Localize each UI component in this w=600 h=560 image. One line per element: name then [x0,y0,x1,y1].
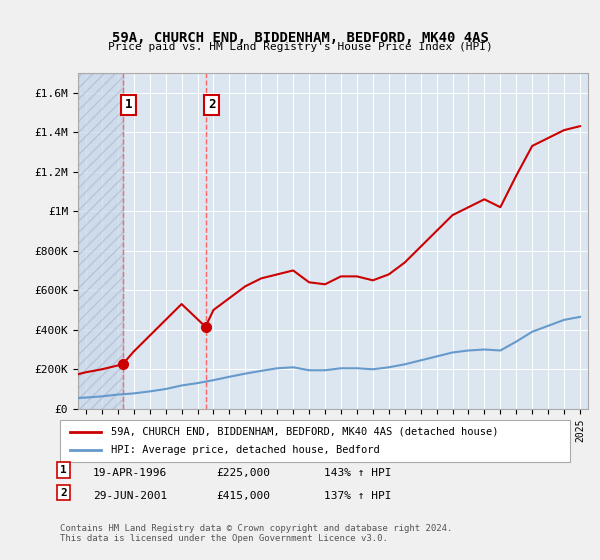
Text: 2: 2 [208,99,215,111]
Text: £415,000: £415,000 [216,491,270,501]
Text: 2: 2 [60,488,67,498]
Text: 137% ↑ HPI: 137% ↑ HPI [324,491,392,501]
Text: 1: 1 [60,465,67,475]
Text: 59A, CHURCH END, BIDDENHAM, BEDFORD, MK40 4AS (detached house): 59A, CHURCH END, BIDDENHAM, BEDFORD, MK4… [111,427,499,437]
Bar [78,73,123,409]
Text: 29-JUN-2001: 29-JUN-2001 [93,491,167,501]
Text: Contains HM Land Registry data © Crown copyright and database right 2024.
This d: Contains HM Land Registry data © Crown c… [60,524,452,543]
Text: 143% ↑ HPI: 143% ↑ HPI [324,468,392,478]
FancyBboxPatch shape [60,420,570,462]
Text: £225,000: £225,000 [216,468,270,478]
Bar [78,73,123,409]
Text: 19-APR-1996: 19-APR-1996 [93,468,167,478]
Text: Price paid vs. HM Land Registry's House Price Index (HPI): Price paid vs. HM Land Registry's House … [107,42,493,52]
Text: 1: 1 [125,99,133,111]
Text: HPI: Average price, detached house, Bedford: HPI: Average price, detached house, Bedf… [111,445,380,455]
Text: 59A, CHURCH END, BIDDENHAM, BEDFORD, MK40 4AS: 59A, CHURCH END, BIDDENHAM, BEDFORD, MK4… [112,31,488,45]
